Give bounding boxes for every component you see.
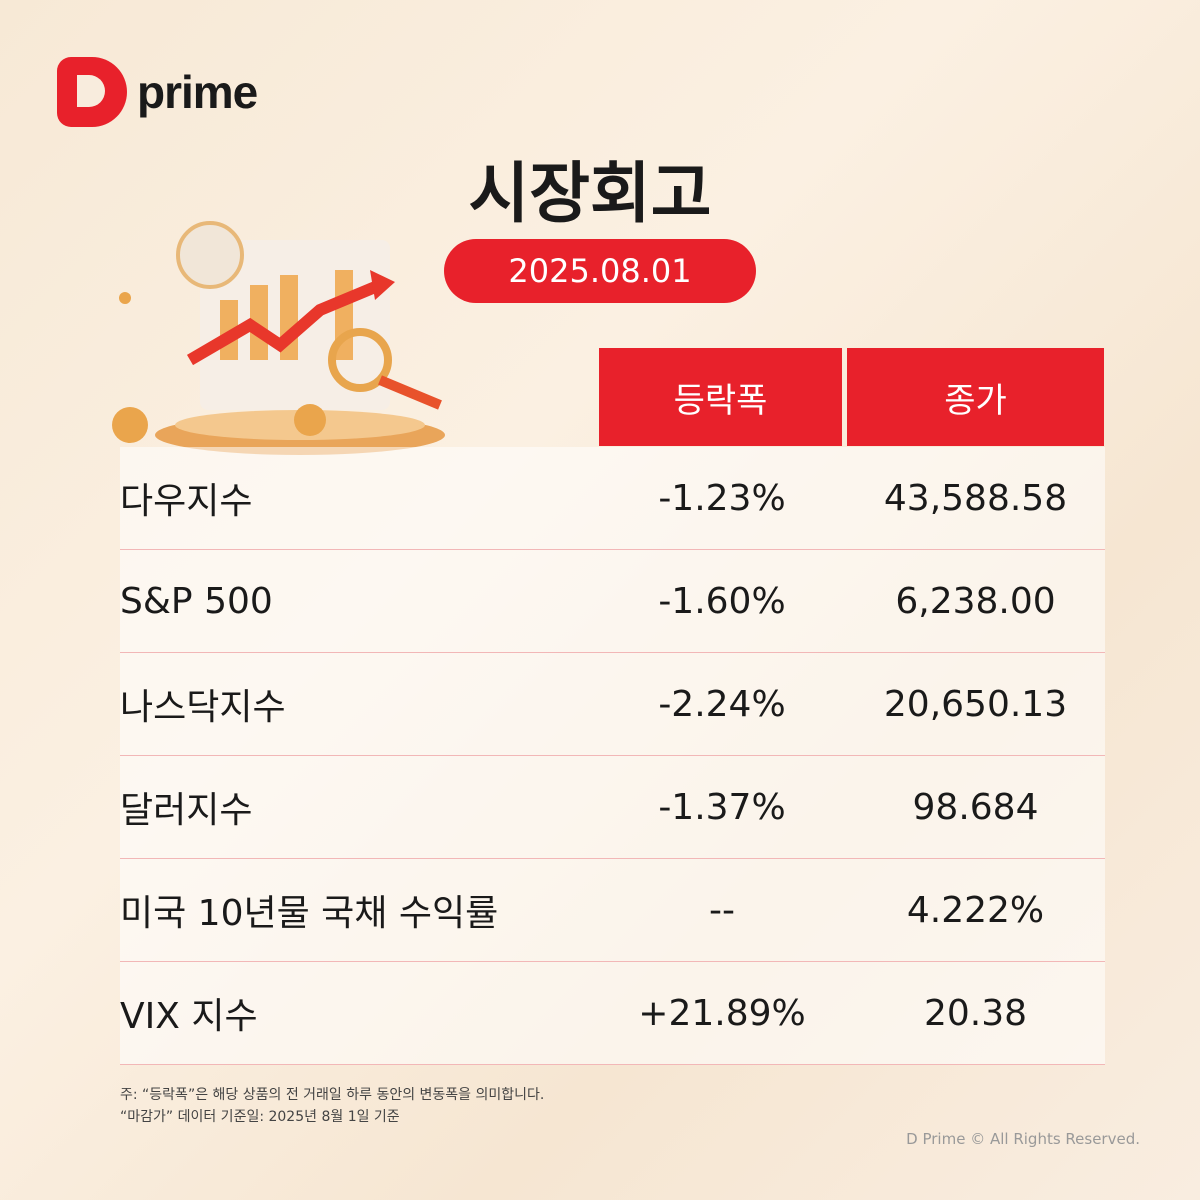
footnotes: 주: “등락폭”은 해당 상품의 전 거래일 하루 동안의 변동폭을 의미합니다… [120,1084,544,1128]
date-badge: 2025.08.01 [444,239,756,303]
table-row: S&P 500 -1.60% 6,238.00 [120,550,1105,653]
table-row: 다우지수 -1.23% 43,588.58 [120,447,1105,550]
page-title: 시장회고 [468,155,712,232]
change-value: -1.37% [658,786,786,828]
index-name: 나스닥지수 [120,687,286,728]
footnote: 주: “등락폭”은 해당 상품의 전 거래일 하루 동안의 변동폭을 의미합니다… [120,1087,545,1103]
copyright: D Prime © All Rights Reserved. [906,1130,1140,1148]
change-value: +21.89% [638,992,806,1034]
close-value: 6,238.00 [895,580,1056,622]
index-name: 미국 10년물 국채 수익률 [120,893,499,934]
table-row: 나스닥지수 -2.24% 20,650.13 [120,653,1105,756]
footnote: “마감가” 데이터 기준일: 2025년 8월 1일 기준 [120,1109,400,1125]
change-value: -2.24% [658,683,786,725]
close-value: 98.684 [912,786,1039,828]
change-value: -1.23% [658,477,786,519]
index-name: 달러지수 [120,790,253,831]
table-row: 달러지수 -1.37% 98.684 [120,756,1105,859]
index-name: 다우지수 [120,481,253,522]
table-row: 미국 10년물 국채 수익률 -- 4.222% [120,859,1105,962]
close-value: 4.222% [906,889,1045,931]
column-header-close: 종가 [847,348,1104,446]
index-name: VIX 지수 [120,996,258,1037]
logo-text: prime [137,66,258,118]
logo-mark-icon [57,57,127,127]
close-value: 43,588.58 [883,477,1068,519]
column-header-change: 등락폭 [599,348,842,446]
table-row: VIX 지수 +21.89% 20.38 [120,962,1105,1065]
close-value: 20,650.13 [883,683,1068,725]
change-value: -1.60% [658,580,786,622]
logo: prime [57,57,258,127]
close-value: 20.38 [923,992,1028,1034]
chart-illustration-icon [112,221,445,455]
change-value: -- [709,889,735,931]
market-table: 다우지수 -1.23% 43,588.58 S&P 500 -1.60% 6,238.0… [120,447,1105,1065]
index-name: S&P 500 [120,580,273,622]
